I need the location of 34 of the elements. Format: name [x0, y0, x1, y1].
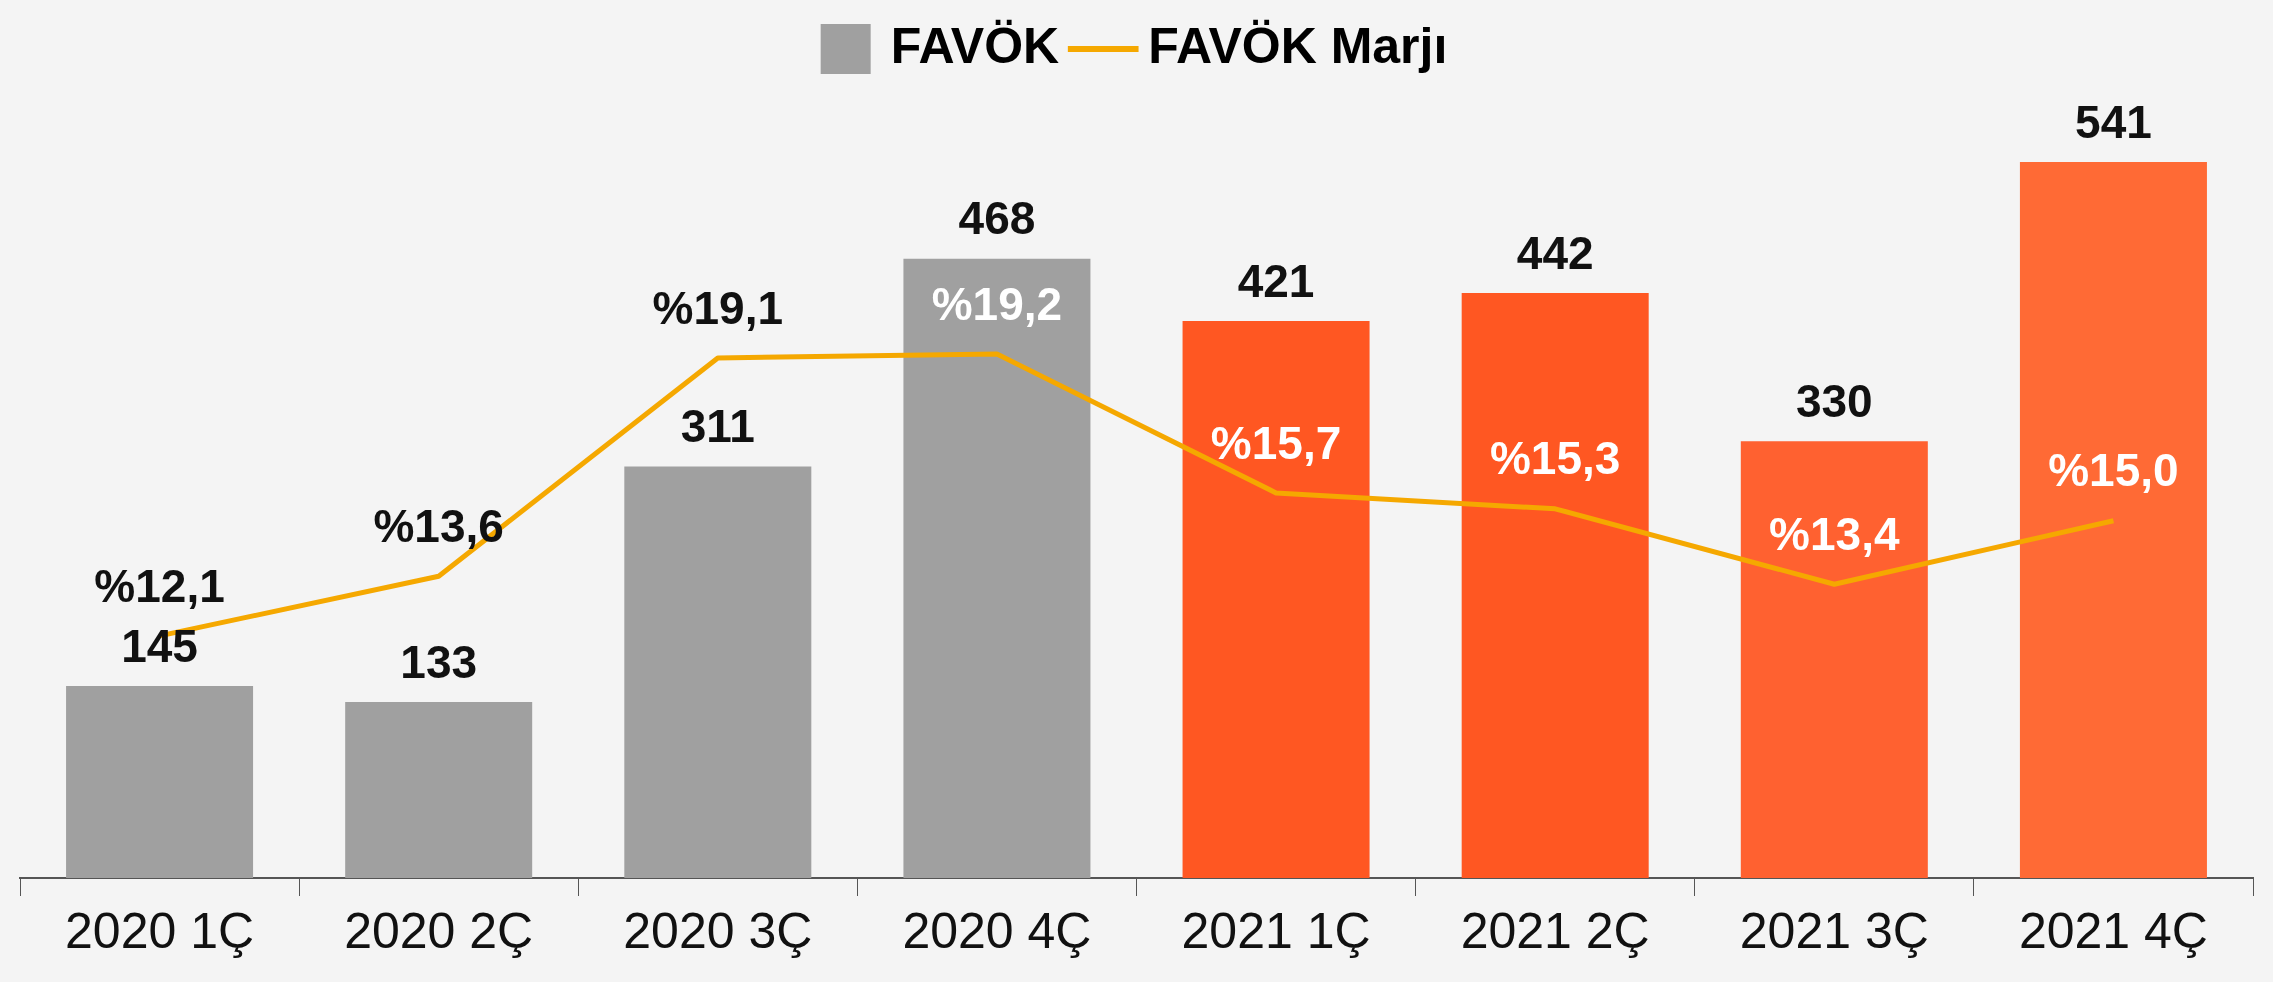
bar	[2019, 162, 2207, 878]
data-label: %19,2	[931, 277, 1063, 330]
data-label: %13,4	[1769, 507, 1900, 560]
data-label: %13,6	[373, 499, 504, 552]
data-label: %19,1	[652, 281, 784, 334]
data-label: %15,3	[1489, 432, 1621, 485]
bar	[345, 702, 533, 878]
x-tick-label: 2021 4Ç	[2018, 902, 2208, 959]
x-tick-label: 2021 1Ç	[1181, 902, 1371, 959]
x-tick-label: 2020 4Ç	[902, 902, 1092, 959]
x-tick-label: 2020 2Ç	[344, 902, 534, 959]
data-label: 145	[121, 619, 198, 672]
data-label: %12,1	[94, 559, 225, 612]
data-label: %15,0	[2048, 444, 2179, 497]
data-label: 311	[680, 400, 755, 453]
bar	[1461, 293, 1649, 878]
data-label: 330	[1795, 374, 1873, 427]
legend-label: FAVÖK	[890, 17, 1060, 74]
x-tick-label: 2020 3Ç	[623, 902, 813, 959]
bar	[903, 258, 1091, 878]
data-label: %15,7	[1210, 416, 1342, 469]
bar	[1740, 441, 1928, 878]
x-tick-label: 2021 2Ç	[1460, 902, 1650, 959]
x-tick-label: 2020 1Ç	[65, 902, 255, 959]
bar	[66, 686, 254, 878]
data-label: 442	[1516, 226, 1594, 279]
bar	[624, 466, 812, 878]
data-label: 133	[400, 635, 478, 688]
x-tick-label: 2021 3Ç	[1739, 902, 1929, 959]
bar	[1182, 320, 1370, 878]
data-label: 541	[2075, 95, 2152, 148]
data-label: 468	[958, 192, 1036, 245]
legend-label: FAVÖK Marjı	[1148, 17, 1448, 74]
data-label: 421	[1237, 254, 1315, 307]
